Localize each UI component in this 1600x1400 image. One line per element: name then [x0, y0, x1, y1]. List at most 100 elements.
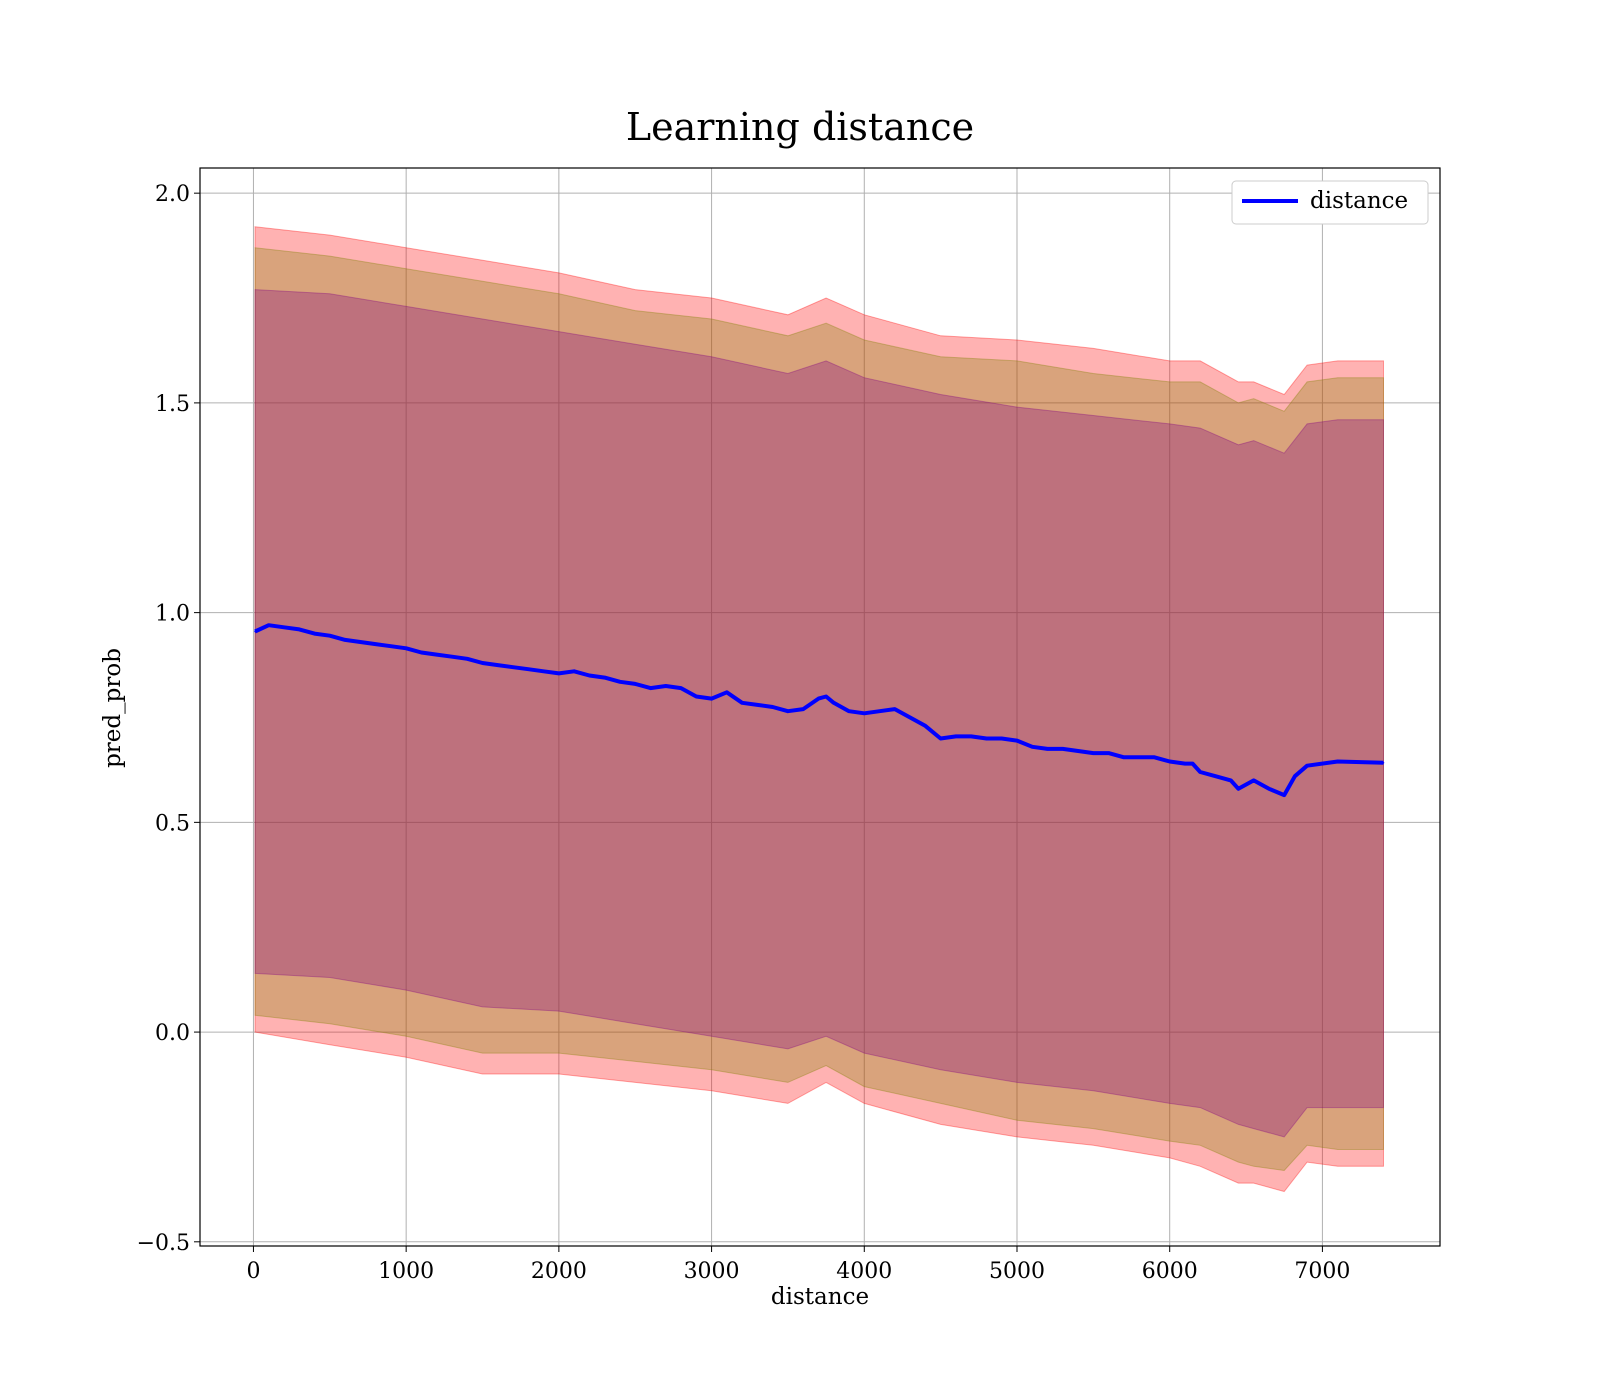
data-point	[283, 626, 285, 629]
data-point	[1184, 762, 1186, 765]
data-point	[680, 687, 682, 689]
data-point	[1230, 779, 1232, 782]
chart-title: Learning distance	[626, 105, 974, 149]
data-point	[1138, 756, 1140, 759]
data-point	[313, 632, 316, 635]
data-point	[1268, 788, 1270, 790]
data-point	[329, 634, 331, 637]
x-axis-label: distance	[771, 1284, 869, 1310]
data-point	[924, 725, 927, 727]
data-point	[603, 676, 606, 679]
data-point	[466, 658, 469, 660]
legend: distance	[1231, 180, 1429, 225]
data-point	[1046, 748, 1049, 750]
data-point	[825, 695, 827, 698]
band-2	[254, 289, 1384, 1138]
data-point	[817, 697, 820, 700]
x-axis-ticks: 0 1000 2000 3000 4000 5000 6000 7000	[246, 1246, 1350, 1284]
data-point	[374, 643, 377, 645]
data-point	[573, 670, 575, 673]
data-point	[405, 647, 408, 650]
data-point	[588, 674, 591, 677]
data-point	[1092, 752, 1095, 754]
data-point	[802, 708, 804, 710]
data-point	[665, 685, 667, 687]
x-tick-label: 7000	[1294, 1259, 1350, 1284]
confidence-bands	[254, 226, 1384, 1193]
data-point	[1336, 760, 1339, 763]
data-point	[1306, 764, 1308, 767]
data-point	[542, 670, 545, 673]
data-point	[619, 681, 621, 683]
data-point	[1382, 762, 1385, 764]
data-point	[787, 710, 789, 712]
data-point	[1283, 794, 1285, 796]
y-tick-label: 1.5	[155, 392, 190, 417]
data-point	[420, 651, 423, 654]
data-point	[878, 710, 881, 712]
y-tick-label: 0.5	[155, 811, 190, 836]
data-point	[344, 639, 346, 641]
data-point	[649, 687, 652, 689]
x-tick-label: 2000	[531, 1259, 587, 1284]
data-point	[1191, 762, 1194, 765]
data-point	[771, 706, 774, 708]
data-point	[451, 655, 453, 658]
data-point	[527, 668, 530, 670]
legend-label-distance: distance	[1310, 188, 1408, 214]
data-point	[832, 702, 835, 704]
data-point	[497, 664, 499, 666]
data-point	[1123, 756, 1125, 759]
x-tick-label: 6000	[1142, 1259, 1198, 1284]
x-grid	[252, 168, 1323, 1246]
data-point	[298, 628, 301, 631]
data-point	[894, 708, 896, 710]
data-point	[1016, 739, 1018, 742]
y-axis-ticks: −0.5 0.0 0.5 1.0 1.5 2.0	[137, 182, 200, 1256]
data-point	[359, 641, 362, 643]
legend-box	[1231, 180, 1429, 225]
band-0	[254, 226, 1384, 1193]
data-point	[863, 712, 866, 715]
data-point	[909, 716, 911, 719]
data-point	[848, 710, 850, 712]
data-point	[970, 735, 972, 738]
data-point	[726, 691, 728, 694]
data-point	[1062, 748, 1064, 750]
data-point	[634, 683, 636, 685]
data-point	[1000, 737, 1003, 740]
band-1	[254, 247, 1384, 1172]
data-point	[1168, 760, 1171, 763]
data-point	[1252, 779, 1255, 782]
data-point	[1237, 788, 1240, 790]
data-point	[1153, 756, 1156, 759]
y-axis-label: pred_prob	[100, 648, 126, 768]
data-point	[955, 735, 957, 738]
data-point	[1107, 752, 1110, 754]
data-point	[481, 662, 484, 664]
data-point	[756, 704, 759, 706]
data-point	[939, 737, 942, 740]
data-point	[1199, 771, 1201, 773]
y-tick-label: −0.5	[137, 1231, 190, 1256]
x-tick-label: 0	[246, 1259, 260, 1284]
data-point	[254, 630, 256, 633]
axes-frame	[199, 167, 1441, 1247]
data-point	[1077, 750, 1079, 752]
data-point	[390, 645, 392, 647]
data-point	[741, 702, 743, 704]
x-tick-label: 5000	[989, 1259, 1045, 1284]
plot-area	[199, 167, 1441, 1247]
x-tick-label: 3000	[684, 1259, 740, 1284]
y-tick-label: 0.0	[155, 1021, 190, 1046]
data-point	[558, 672, 560, 675]
y-tick-label: 1.0	[155, 602, 190, 627]
y-tick-label: 2.0	[155, 182, 190, 207]
data-point	[267, 624, 270, 626]
data-point	[695, 695, 698, 698]
series-lines	[254, 623, 1385, 798]
data-point	[1294, 775, 1296, 777]
data-point	[710, 697, 713, 700]
data-point	[435, 653, 438, 656]
